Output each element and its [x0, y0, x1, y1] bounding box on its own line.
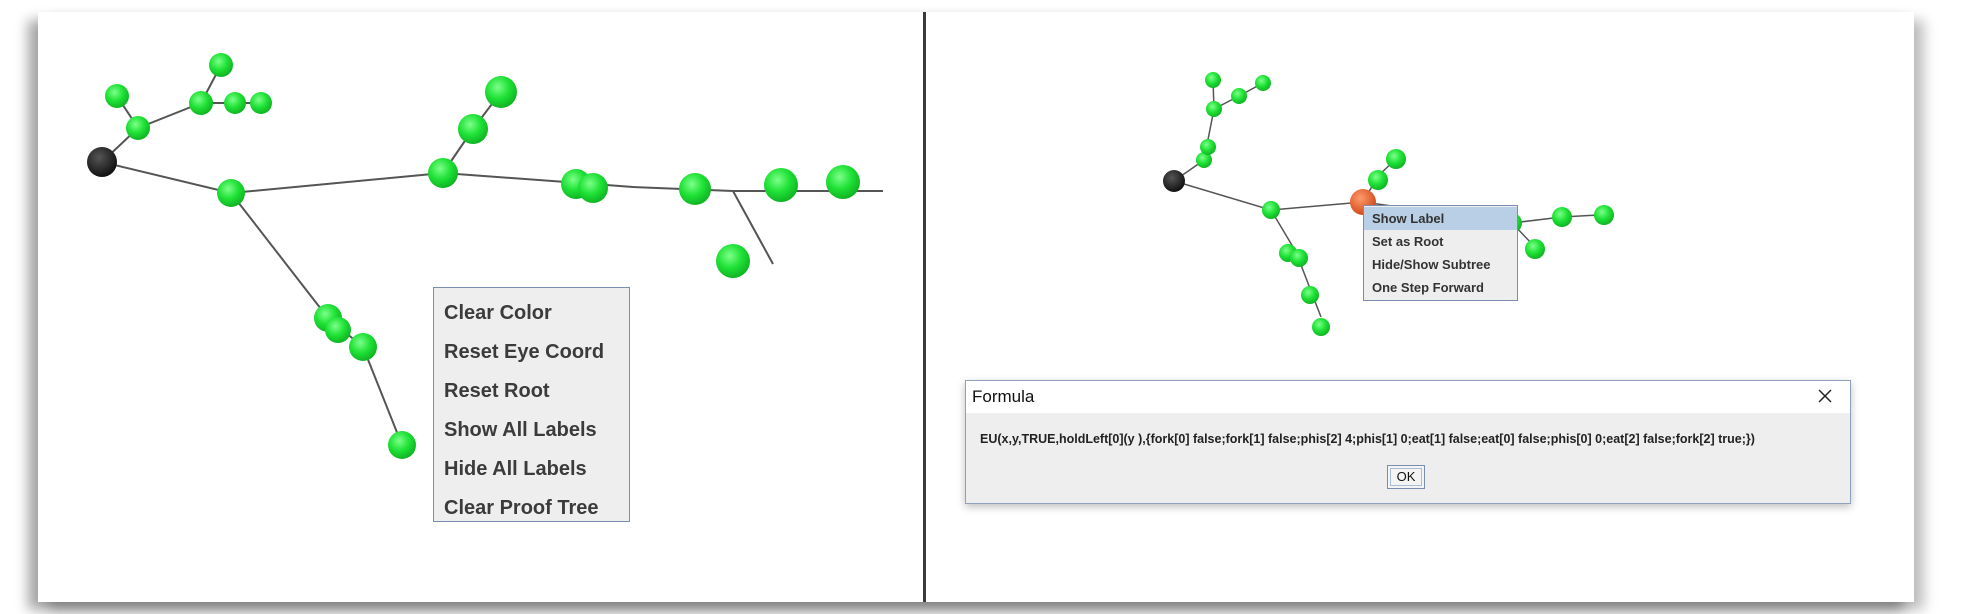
tree-node[interactable]	[1368, 170, 1388, 190]
tree-node[interactable]	[217, 179, 245, 207]
tree-node[interactable]	[679, 173, 711, 205]
tree-node[interactable]	[458, 114, 488, 144]
dialog-title: Formula	[972, 387, 1035, 406]
tree-node[interactable]	[1200, 139, 1216, 155]
tree-node[interactable]	[1255, 75, 1271, 91]
tree-node-root[interactable]	[1163, 170, 1185, 192]
menu-item-reset-root[interactable]: Reset Root	[444, 380, 550, 402]
menu-item-show-all-labels[interactable]: Show All Labels	[444, 419, 597, 441]
tree-node[interactable]	[826, 165, 860, 199]
dialog-title-bar[interactable]: Formula	[966, 381, 1850, 413]
tree-node[interactable]	[349, 333, 377, 361]
tree-node[interactable]	[578, 173, 608, 203]
tree-node[interactable]	[1206, 101, 1222, 117]
tree-node[interactable]	[224, 92, 246, 114]
menu-item-hide-all-labels[interactable]: Hide All Labels	[444, 458, 587, 480]
tree-node[interactable]	[1290, 249, 1308, 267]
menu-item-reset-eye-coord[interactable]: Reset Eye Coord	[444, 341, 605, 363]
tree-node[interactable]	[764, 168, 798, 202]
right-tree-view[interactable]	[926, 12, 1914, 602]
menu-item-clear-color[interactable]: Clear Color	[444, 302, 552, 324]
panel-divider[interactable]	[923, 12, 926, 602]
right-tree-canvas[interactable]	[926, 12, 1914, 602]
tree-node[interactable]	[1301, 286, 1319, 304]
tree-node[interactable]	[1205, 72, 1221, 88]
menu-item-clear-proof-tree[interactable]: Clear Proof Tree	[444, 497, 599, 519]
tree-node[interactable]	[485, 76, 517, 108]
tree-node[interactable]	[250, 92, 272, 114]
tree-node[interactable]	[1262, 201, 1280, 219]
tree-node[interactable]	[1196, 152, 1212, 168]
tree-node[interactable]	[1525, 239, 1545, 259]
tree-node[interactable]	[388, 431, 416, 459]
tree-node[interactable]	[105, 84, 129, 108]
menu-item-show-label[interactable]: Show Label	[1364, 207, 1517, 230]
tree-nodes	[87, 53, 860, 459]
right-context-menu: Show Label Set as Root Hide/Show Subtree…	[1363, 205, 1518, 301]
application-frame	[38, 12, 1914, 602]
formula-dialog: Formula EU(x,y,TRUE,holdLeft[0](y ),{for…	[965, 380, 1851, 504]
tree-node[interactable]	[1594, 205, 1614, 225]
left-context-menu: Clear Color Reset Eye Coord Reset Root S…	[433, 287, 630, 522]
tree-node-root[interactable]	[87, 147, 117, 177]
tree-node[interactable]	[126, 116, 150, 140]
close-x-icon[interactable]	[1814, 385, 1836, 407]
tree-node[interactable]	[1231, 88, 1247, 104]
tree-node[interactable]	[716, 244, 750, 278]
tree-node[interactable]	[1552, 207, 1572, 227]
tree-node[interactable]	[189, 91, 213, 115]
menu-item-set-as-root[interactable]: Set as Root	[1372, 234, 1444, 249]
tree-node[interactable]	[209, 53, 233, 77]
tree-node[interactable]	[428, 158, 458, 188]
tree-node[interactable]	[325, 317, 351, 343]
dialog-message: EU(x,y,TRUE,holdLeft[0](y ),{fork[0] fal…	[980, 432, 1755, 446]
tree-node[interactable]	[1312, 318, 1330, 336]
tree-node[interactable]	[1386, 149, 1406, 169]
ok-button[interactable]: OK	[1387, 465, 1425, 489]
left-tree-canvas[interactable]	[38, 12, 923, 602]
menu-item-one-step-forward[interactable]: One Step Forward	[1372, 280, 1484, 295]
menu-item-hide-show-subtree[interactable]: Hide/Show Subtree	[1372, 257, 1491, 272]
